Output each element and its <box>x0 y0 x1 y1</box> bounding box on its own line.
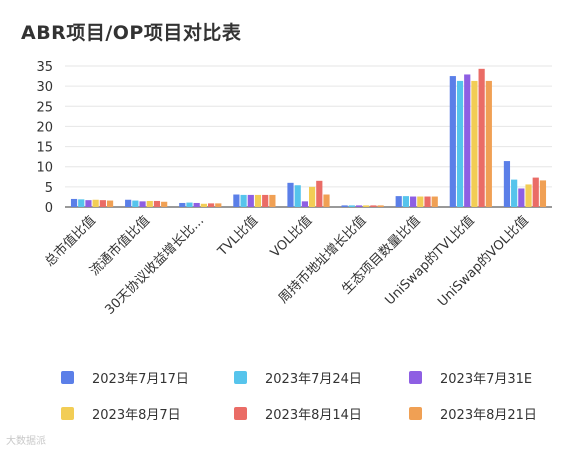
bar <box>341 205 348 207</box>
bar <box>294 185 301 207</box>
bar <box>503 161 511 207</box>
bar <box>525 184 532 207</box>
x-tick-label: 总市值比值 <box>42 213 99 270</box>
legend-item[interactable]: 2023年7月31E <box>409 367 532 387</box>
y-tick-label: 10 <box>36 161 53 176</box>
legend-item[interactable]: 2023年7月17日 <box>61 367 189 387</box>
bar <box>301 201 308 207</box>
y-tick-label: 15 <box>36 141 53 156</box>
bar <box>70 198 78 207</box>
legend-swatch <box>409 406 422 420</box>
bar <box>377 205 384 207</box>
bar <box>269 194 276 207</box>
bar <box>215 203 222 207</box>
legend-label: 2023年8月7日 <box>92 407 181 423</box>
bar <box>161 201 168 207</box>
bar <box>309 186 316 207</box>
legend-item[interactable]: 2023年8月14日 <box>234 403 362 423</box>
bar <box>471 80 478 207</box>
bar <box>518 188 525 207</box>
bar <box>417 196 424 207</box>
legend-swatch <box>61 370 74 384</box>
bar <box>395 196 402 207</box>
bar <box>539 180 547 207</box>
legend-label: 2023年7月17日 <box>92 371 189 387</box>
bar <box>200 203 207 207</box>
watermark: 大数据派 <box>6 436 46 447</box>
legend-label: 2023年8月21日 <box>440 407 537 423</box>
legend-label: 2023年8月14日 <box>265 407 362 423</box>
bar <box>485 80 492 207</box>
bar <box>363 205 370 207</box>
bar <box>179 202 186 207</box>
y-tick-label: 35 <box>36 60 53 75</box>
x-tick-label: TVL比值 <box>214 213 261 260</box>
y-tick-label: 30 <box>36 80 53 95</box>
x-tick-label: UniSwap的TVL比值 <box>382 213 478 309</box>
bar <box>186 202 193 207</box>
bar <box>146 200 153 207</box>
legend-swatch <box>409 370 422 384</box>
bar <box>370 205 377 207</box>
bar <box>78 199 85 207</box>
chart-title: ABR项目/OP项目对比表 <box>21 22 242 44</box>
bar <box>424 196 431 207</box>
bar <box>193 202 200 207</box>
bar <box>287 182 294 207</box>
bar <box>240 194 247 207</box>
bar <box>139 201 146 207</box>
bar <box>233 194 240 207</box>
x-tick-label: 30天协议收益增长比... <box>102 213 207 318</box>
legend-item[interactable]: 2023年8月7日 <box>61 403 181 423</box>
bar <box>456 80 464 207</box>
y-tick-label: 20 <box>36 120 53 135</box>
bar <box>511 179 518 207</box>
y-tick-label: 5 <box>45 181 53 196</box>
bar <box>254 194 262 207</box>
bar <box>207 203 215 207</box>
bar <box>402 196 410 207</box>
bar <box>355 205 363 207</box>
bar <box>464 74 471 208</box>
x-tick-label: 周持币地址增长比值 <box>275 213 369 307</box>
bar <box>348 205 355 207</box>
bar <box>85 200 92 207</box>
bar <box>410 196 417 207</box>
bar <box>262 194 269 207</box>
legend-item[interactable]: 2023年8月21日 <box>409 403 537 423</box>
bar <box>478 68 485 207</box>
x-tick-label: UniSwap的VOL比值 <box>434 213 531 310</box>
legend-label: 2023年7月24日 <box>265 371 362 387</box>
y-tick-label: 25 <box>36 100 53 115</box>
legend-swatch <box>234 370 247 384</box>
x-tick-label: VOL比值 <box>267 213 315 261</box>
legend-item[interactable]: 2023年7月24日 <box>234 367 362 387</box>
bar <box>532 177 539 207</box>
bar <box>99 200 106 207</box>
bar <box>323 194 330 207</box>
legend-label: 2023年7月31E <box>440 371 533 387</box>
bar <box>106 200 114 207</box>
bar <box>132 200 139 207</box>
bar <box>316 180 323 207</box>
bar <box>92 199 99 207</box>
bar <box>247 194 254 207</box>
bar <box>449 76 456 207</box>
legend-swatch <box>61 406 74 420</box>
bar <box>431 196 438 207</box>
legend-swatch <box>234 406 247 420</box>
y-tick-label: 0 <box>45 201 53 216</box>
bar <box>153 200 161 207</box>
bar <box>125 199 132 207</box>
